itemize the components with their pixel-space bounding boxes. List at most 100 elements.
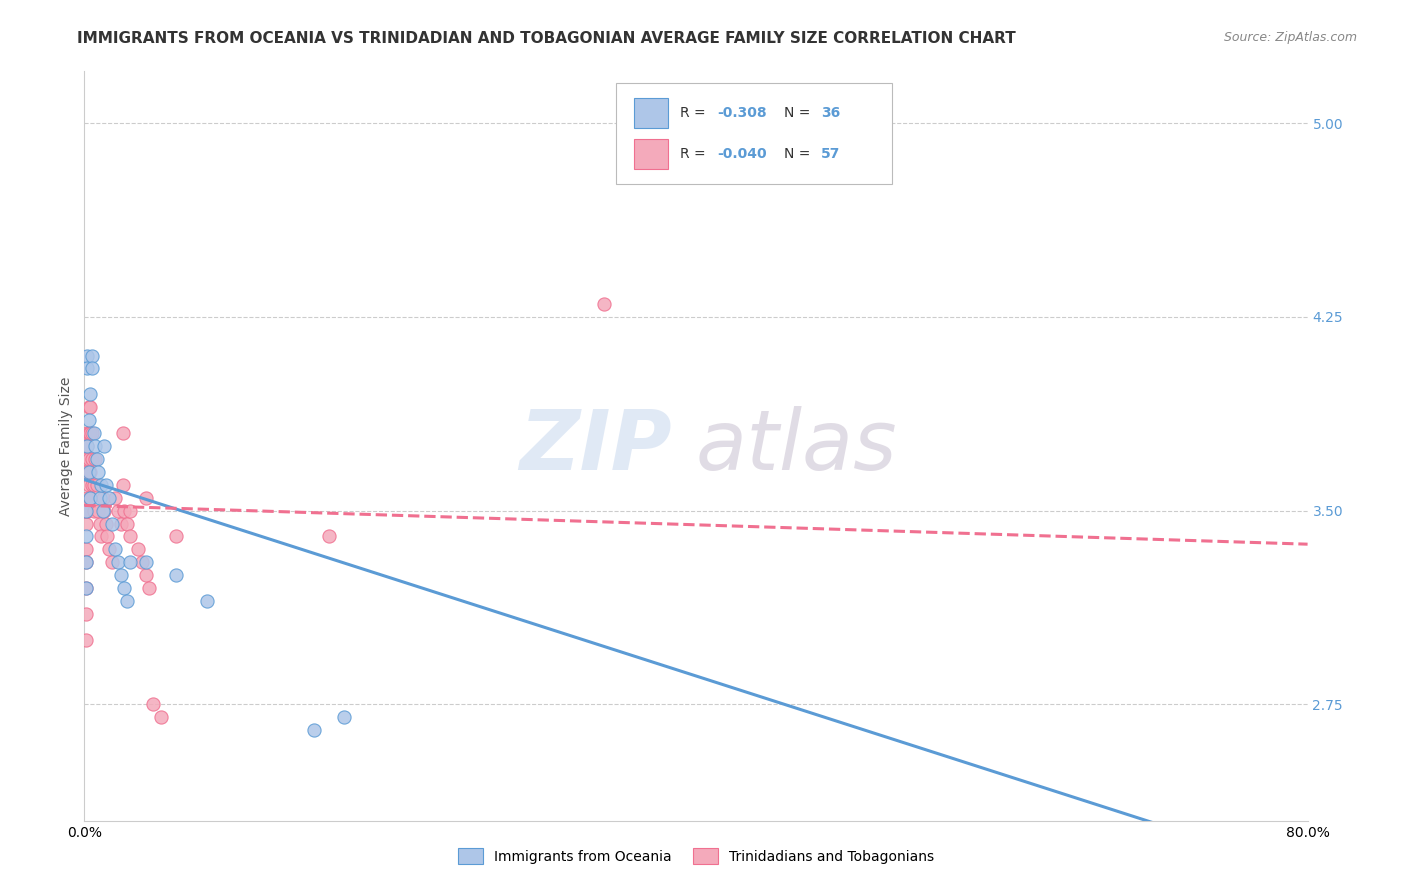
Point [75, 555, 97, 569]
Text: N =: N = [785, 105, 815, 120]
Point [87, 465, 110, 479]
Point [80, 349, 103, 363]
Point [135, 568, 157, 582]
Point [75, 451, 97, 466]
Text: R =: R = [681, 147, 710, 161]
Point [79, 491, 101, 505]
Point [107, 555, 129, 569]
Point [94, 477, 117, 491]
Point [111, 477, 134, 491]
Point [195, 594, 218, 608]
Point [84, 439, 107, 453]
Point [104, 491, 127, 505]
Point [89, 516, 111, 531]
Point [79, 387, 101, 401]
Point [76, 439, 98, 453]
Y-axis label: Average Family Size: Average Family Size [59, 376, 73, 516]
Point [77, 401, 100, 415]
Point [89, 491, 111, 505]
Point [76, 503, 98, 517]
Point [79, 401, 101, 415]
Text: -0.308: -0.308 [717, 105, 766, 120]
Point [165, 568, 187, 582]
Point [101, 516, 124, 531]
FancyBboxPatch shape [634, 97, 668, 128]
Legend: Immigrants from Oceania, Trinidadians and Tobagonians: Immigrants from Oceania, Trinidadians an… [453, 843, 939, 870]
Point [87, 503, 110, 517]
Point [318, 529, 340, 543]
Point [93, 503, 115, 517]
Point [94, 516, 117, 531]
Point [333, 710, 356, 724]
Point [83, 426, 105, 441]
Point [112, 503, 135, 517]
Text: -0.040: -0.040 [717, 147, 766, 161]
Point [120, 529, 142, 543]
Point [135, 555, 157, 569]
Point [593, 297, 616, 311]
Point [77, 413, 100, 427]
Point [75, 607, 97, 621]
Point [75, 542, 97, 557]
Point [149, 710, 172, 724]
Point [80, 361, 103, 376]
Point [75, 503, 97, 517]
Point [91, 503, 114, 517]
Point [77, 426, 100, 441]
Point [75, 555, 97, 569]
Point [76, 426, 98, 441]
Text: Source: ZipAtlas.com: Source: ZipAtlas.com [1223, 31, 1357, 45]
Point [80, 426, 103, 441]
FancyBboxPatch shape [634, 139, 668, 169]
Point [120, 555, 142, 569]
Point [75, 581, 97, 595]
Point [79, 465, 101, 479]
Point [77, 477, 100, 491]
Point [77, 465, 100, 479]
Point [75, 632, 97, 647]
Point [165, 529, 187, 543]
Text: IMMIGRANTS FROM OCEANIA VS TRINIDADIAN AND TOBAGONIAN AVERAGE FAMILY SIZE CORREL: IMMIGRANTS FROM OCEANIA VS TRINIDADIAN A… [77, 31, 1017, 46]
Point [79, 491, 101, 505]
Point [80, 477, 103, 491]
Point [76, 491, 98, 505]
Point [302, 723, 325, 738]
Point [127, 542, 149, 557]
Point [115, 516, 138, 531]
Point [86, 477, 108, 491]
Point [75, 516, 97, 531]
Text: atlas: atlas [696, 406, 897, 486]
Point [135, 491, 157, 505]
Point [1143, 852, 1166, 866]
Point [101, 555, 124, 569]
Text: ZIP: ZIP [519, 406, 672, 486]
Point [120, 503, 142, 517]
Text: N =: N = [785, 147, 815, 161]
Text: R =: R = [681, 105, 710, 120]
Point [110, 516, 132, 531]
Point [80, 451, 103, 466]
Point [79, 426, 101, 441]
Point [93, 439, 115, 453]
Point [110, 568, 132, 582]
Point [76, 349, 98, 363]
Point [75, 503, 97, 517]
Point [76, 439, 98, 453]
Point [138, 581, 160, 595]
Point [107, 503, 129, 517]
Point [86, 451, 108, 466]
Point [104, 542, 127, 557]
Point [84, 451, 107, 466]
FancyBboxPatch shape [616, 83, 891, 184]
Point [90, 477, 112, 491]
Point [142, 698, 165, 712]
Point [111, 426, 134, 441]
Point [115, 594, 138, 608]
Point [96, 529, 118, 543]
Point [76, 465, 98, 479]
Point [83, 477, 105, 491]
Point [83, 503, 105, 517]
Point [76, 361, 98, 376]
Point [75, 581, 97, 595]
Point [97, 491, 120, 505]
